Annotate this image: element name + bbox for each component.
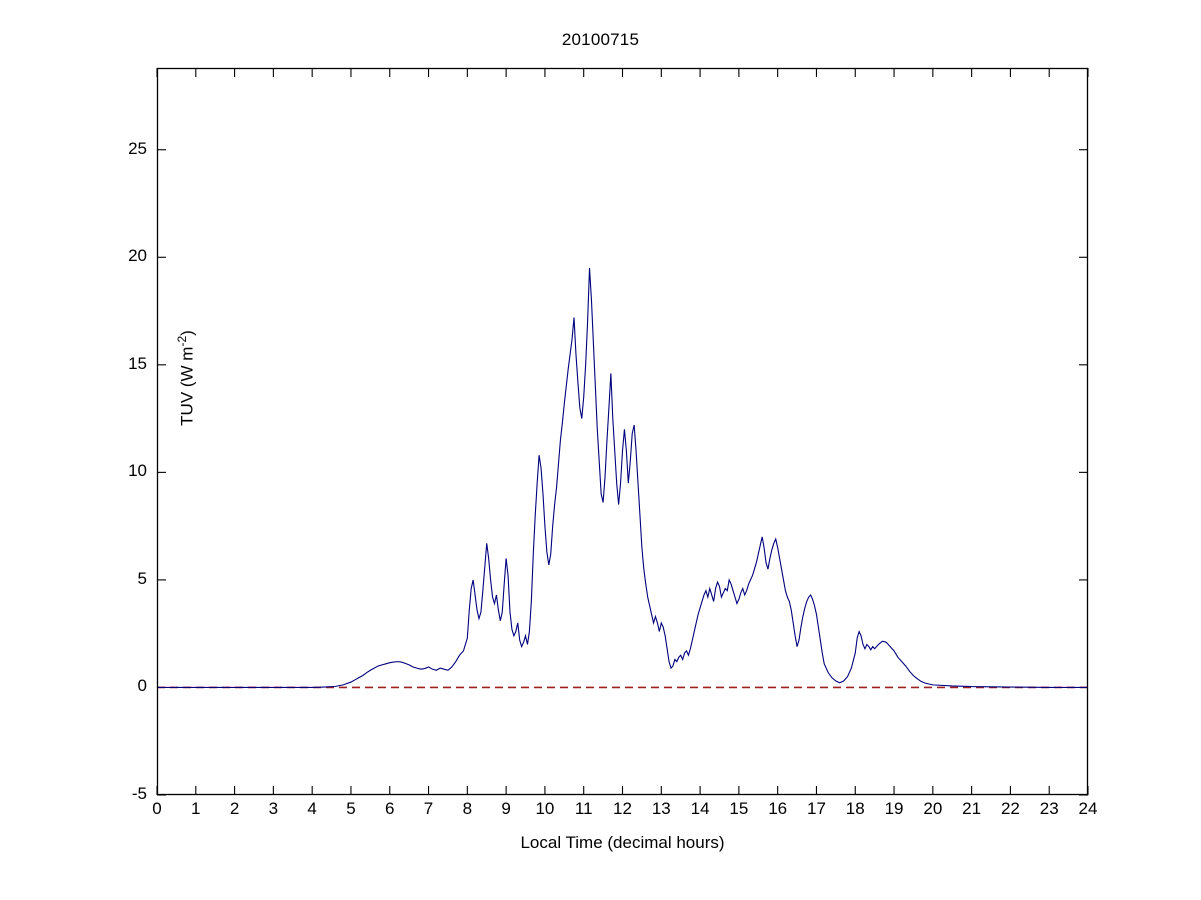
y-tick-label: 10 [128, 461, 147, 481]
x-tick-label: 12 [613, 799, 632, 818]
y-tick-label: 25 [128, 138, 147, 158]
plot-background [157, 68, 1088, 795]
x-tick-label: 18 [845, 799, 865, 818]
y-tick-label: 20 [128, 246, 147, 266]
x-tick-label: 24 [1078, 799, 1098, 818]
x-tick-label: 1 [191, 799, 201, 818]
y-axis-label: TUV (W m-2) [175, 278, 198, 478]
axis-ticks [156, 68, 1089, 796]
plot-svg [156, 67, 1089, 796]
x-tick-label: 21 [962, 799, 982, 818]
tuv-data-line [157, 267, 1088, 689]
chart-title: 20100715 [561, 30, 640, 49]
x-tick-label: 5 [346, 799, 356, 818]
x-tick-label: 4 [307, 799, 317, 818]
x-tick-label: 2 [229, 799, 240, 818]
plot-area: 0 1 2 3 4 5 6 7 8 9 10 11 12 13 14 15 16 17 18 19 20 21 22 23 24… [128, 67, 1097, 852]
x-axis-label: Local Time (decimal hours) [520, 833, 725, 852]
y-tick-label: 5 [137, 568, 147, 588]
x-tick-label: 13 [651, 799, 671, 818]
x-tick-label: 8 [462, 799, 473, 818]
x-tick-label: 16 [768, 799, 788, 818]
y-axis-label-main: TUV (W m [177, 346, 197, 426]
x-tick-label: 15 [729, 799, 749, 818]
x-tick-label: 11 [574, 799, 593, 818]
x-tick-label: 22 [1000, 799, 1020, 818]
x-tick-label: 20 [923, 799, 943, 818]
x-tick-label: 9 [501, 799, 511, 818]
x-tick-label: 23 [1039, 799, 1059, 818]
plot-box-border [156, 67, 1089, 796]
x-tick-label: 6 [385, 799, 395, 818]
x-tick-label: 7 [423, 799, 434, 818]
x-tick-label: 0 [152, 799, 162, 818]
x-tick-label: 10 [535, 799, 555, 818]
y-tick-label: 15 [128, 353, 147, 373]
x-tick-label: 17 [806, 799, 826, 818]
y-axis-label-exponent: -2 [175, 335, 189, 347]
y-tick-label: -5 [131, 784, 147, 803]
x-tick-label: 3 [268, 799, 279, 818]
x-tick-label: 19 [884, 799, 904, 818]
y-tick-label: 0 [137, 676, 147, 696]
y-axis-label-tail: ) [177, 330, 197, 336]
x-tick-label: 14 [690, 799, 710, 818]
